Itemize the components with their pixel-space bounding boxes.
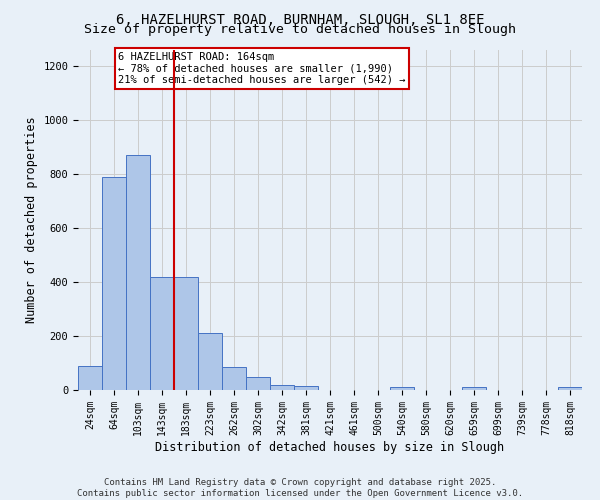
Bar	[78, 366, 102, 390]
Text: Contains HM Land Registry data © Crown copyright and database right 2025.
Contai: Contains HM Land Registry data © Crown c…	[77, 478, 523, 498]
Text: 6 HAZELHURST ROAD: 164sqm
← 78% of detached houses are smaller (1,990)
21% of se: 6 HAZELHURST ROAD: 164sqm ← 78% of detac…	[118, 52, 406, 85]
Bar	[294, 386, 318, 390]
Bar	[270, 384, 294, 390]
Bar	[150, 276, 174, 390]
Bar	[126, 155, 150, 390]
Bar	[198, 334, 222, 390]
Text: Size of property relative to detached houses in Slough: Size of property relative to detached ho…	[84, 22, 516, 36]
Bar	[462, 388, 486, 390]
Bar	[390, 388, 414, 390]
Bar	[222, 367, 246, 390]
Bar	[174, 276, 198, 390]
Y-axis label: Number of detached properties: Number of detached properties	[25, 116, 38, 324]
Bar	[102, 177, 126, 390]
Text: 6, HAZELHURST ROAD, BURNHAM, SLOUGH, SL1 8EE: 6, HAZELHURST ROAD, BURNHAM, SLOUGH, SL1…	[116, 12, 484, 26]
Bar	[246, 376, 270, 390]
X-axis label: Distribution of detached houses by size in Slough: Distribution of detached houses by size …	[155, 440, 505, 454]
Bar	[558, 388, 582, 390]
